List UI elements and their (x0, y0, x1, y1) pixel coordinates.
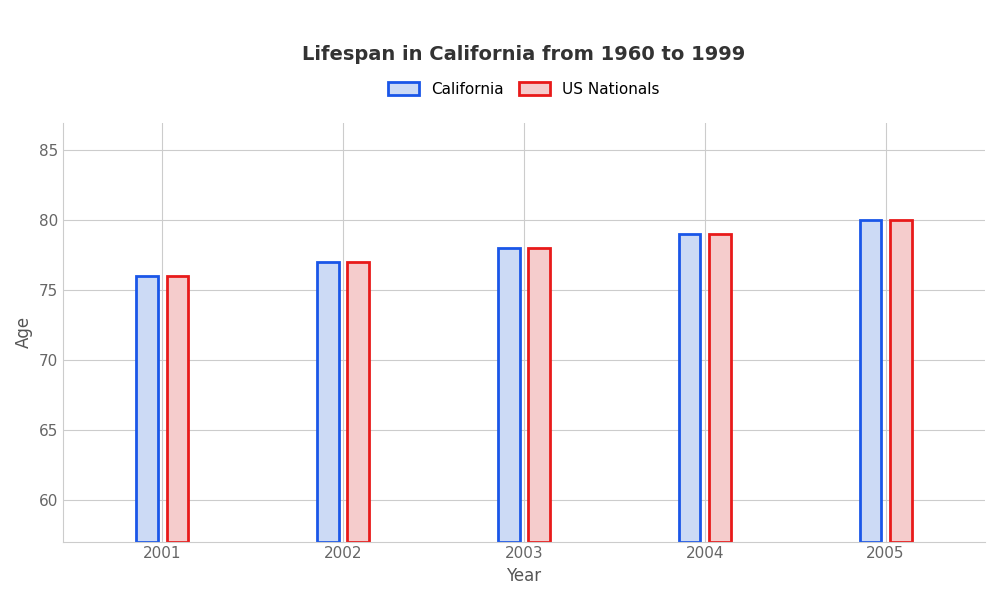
Bar (167, 276, 188, 542)
Legend: California, US Nationals: California, US Nationals (382, 76, 665, 103)
Bar (136, 276, 158, 542)
Bar (860, 220, 881, 542)
Bar (347, 262, 369, 542)
Bar (709, 234, 731, 542)
Bar (890, 220, 912, 542)
Title: Lifespan in California from 1960 to 1999: Lifespan in California from 1960 to 1999 (302, 45, 746, 64)
Bar (528, 248, 550, 542)
Bar (317, 262, 339, 542)
Bar (498, 248, 520, 542)
Y-axis label: Age: Age (15, 316, 33, 348)
Bar (679, 234, 700, 542)
X-axis label: Year: Year (506, 567, 541, 585)
